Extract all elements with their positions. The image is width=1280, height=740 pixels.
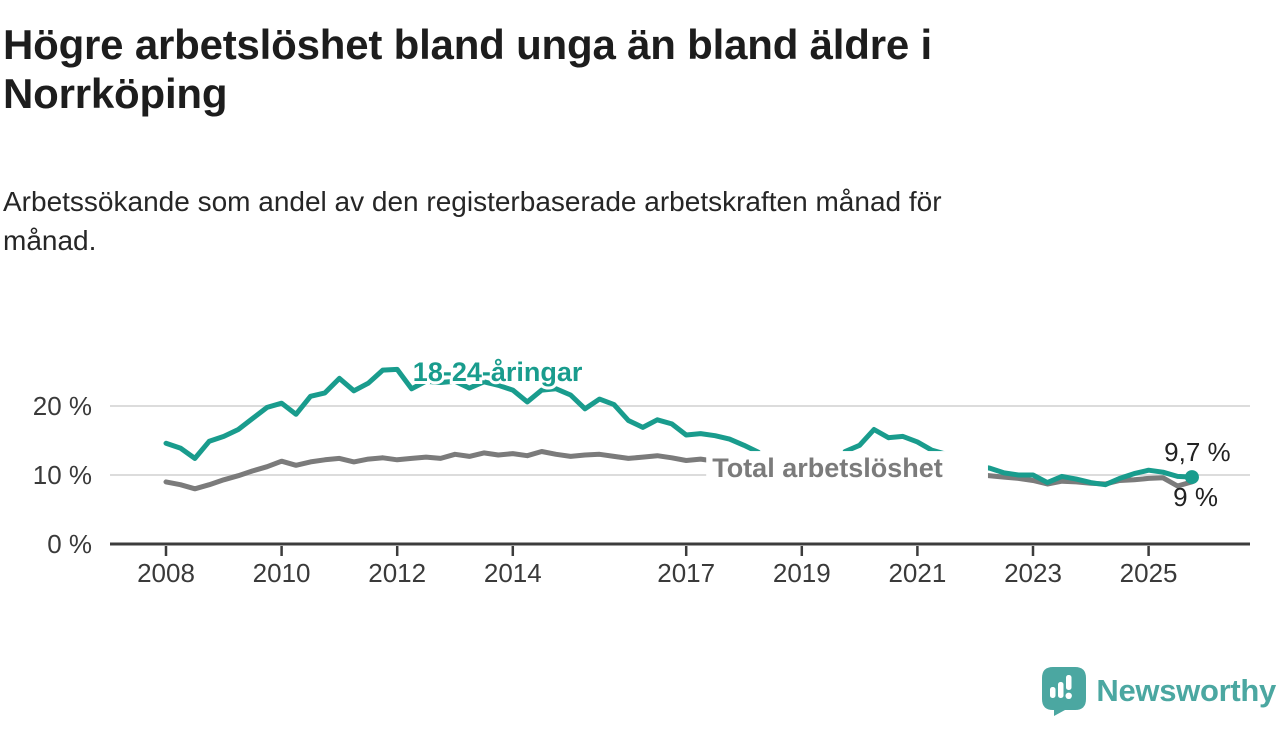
x-tick-label: 2025 bbox=[1120, 558, 1178, 588]
newsworthy-logo-text: Newsworthy bbox=[1096, 673, 1276, 708]
newsworthy-logo-icon bbox=[1042, 667, 1087, 716]
x-tick-label: 2012 bbox=[368, 558, 426, 588]
series-line-total-arbetslöshet bbox=[163, 449, 1195, 492]
x-tick-label: 2023 bbox=[1004, 558, 1062, 588]
y-tick-label: 10 % bbox=[33, 460, 92, 490]
series-end-dot bbox=[1184, 470, 1199, 485]
chart-canvas: 2008 2010 2012 2014 2017 2019 2021 2023 2025 0 % 1… bbox=[33, 354, 1250, 588]
bar-icon-tall bbox=[1066, 675, 1072, 690]
bar-icon-short bbox=[1050, 687, 1056, 698]
x-tick-label: 2021 bbox=[888, 558, 946, 588]
series-label: Total arbetslöshet bbox=[712, 453, 943, 483]
series-label: 18-24-åringar bbox=[413, 357, 583, 387]
end-value-label: 9 % bbox=[1173, 482, 1218, 512]
x-tick-label: 2014 bbox=[484, 558, 542, 588]
x-tick-label: 2019 bbox=[773, 558, 831, 588]
x-tick-label: 2017 bbox=[657, 558, 715, 588]
x-tick-label: 2010 bbox=[253, 558, 311, 588]
y-tick-label: 0 % bbox=[47, 529, 92, 559]
page-subtitle: Arbetssökande som andel av den registerb… bbox=[3, 186, 942, 257]
exclamation-dot bbox=[1065, 692, 1073, 699]
line-chart: 2008 2010 2012 2014 2017 2019 2021 2023 2025 0 % 1… bbox=[0, 338, 1280, 600]
y-tick-label: 20 % bbox=[33, 391, 92, 421]
page-title: Högre arbetslöshet bland unga än bland ä… bbox=[3, 21, 932, 118]
newsworthy-branding: Newsworthy bbox=[1041, 666, 1276, 716]
bar-icon-medium bbox=[1058, 682, 1064, 698]
end-value-label: 9,7 % bbox=[1164, 437, 1231, 467]
x-tick-label: 2008 bbox=[137, 558, 195, 588]
series-label-mask bbox=[706, 451, 988, 488]
series-line-18-24-åringar bbox=[163, 366, 1195, 488]
